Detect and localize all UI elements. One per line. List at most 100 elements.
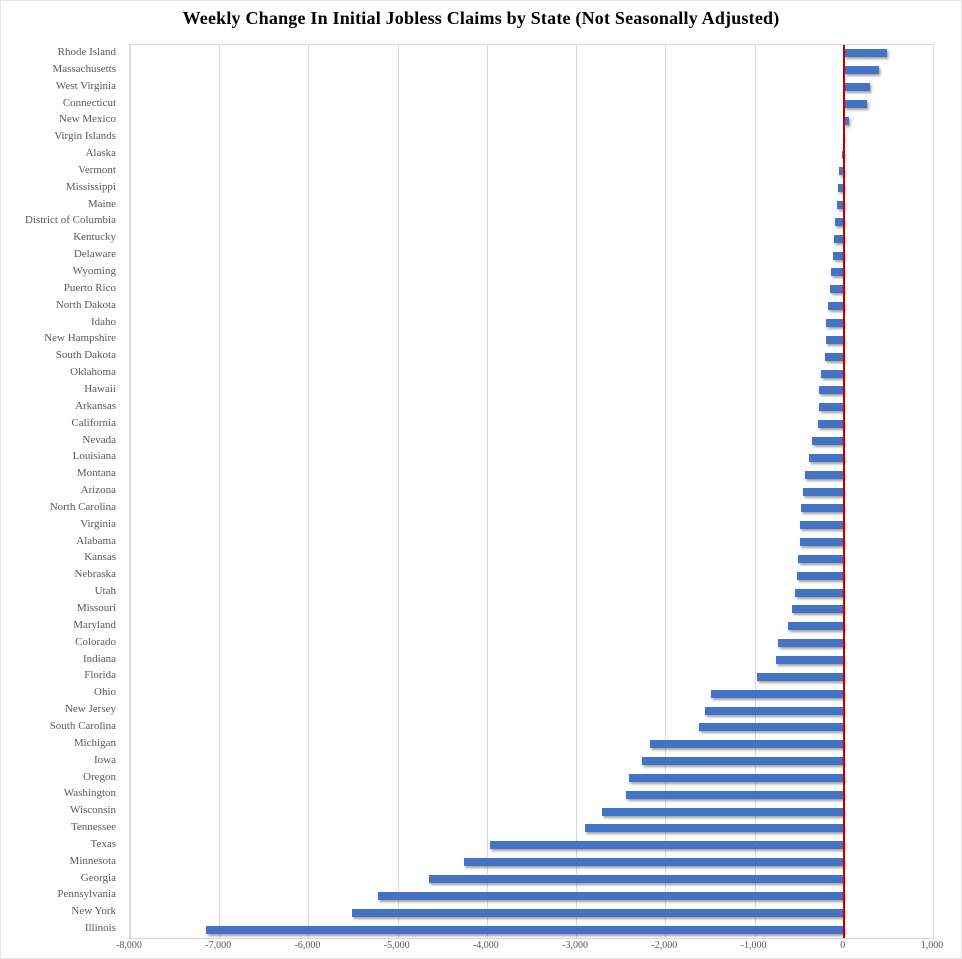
bar-maryland: [788, 622, 844, 631]
bar-georgia: [429, 875, 844, 884]
category-label: Virginia: [80, 517, 116, 530]
category-label: Tennessee: [70, 821, 116, 834]
bar-oregon: [628, 773, 844, 782]
bar-nevada: [811, 436, 844, 445]
bar-pennsylvania: [378, 891, 844, 900]
x-tick-label: 1,000: [920, 940, 944, 951]
bar-utah: [794, 588, 844, 597]
gridline: [665, 45, 667, 938]
bar-kentucky: [833, 234, 844, 243]
category-label: Indiana: [83, 652, 116, 665]
bar-washington: [626, 790, 844, 799]
bar-florida: [757, 672, 844, 681]
x-tick-label: 0: [840, 940, 846, 951]
bar-colorado: [778, 639, 844, 648]
bar-tennessee: [585, 824, 844, 833]
bar-alabama: [799, 538, 844, 547]
category-label: Nebraska: [74, 568, 116, 581]
bar-minnesota: [464, 858, 844, 867]
category-label: Arizona: [80, 484, 116, 497]
category-label: Maine: [87, 197, 116, 210]
bar-west-virginia: [843, 83, 871, 92]
bar-kansas: [798, 554, 844, 563]
bar-south-dakota: [825, 352, 844, 361]
bar-alaska: [842, 150, 844, 159]
bar-maine: [836, 201, 844, 210]
gridline: [219, 45, 221, 938]
category-label: California: [71, 416, 116, 429]
bar-nebraska: [797, 571, 844, 580]
bar-virginia: [800, 521, 844, 530]
category-label: Missouri: [76, 602, 116, 615]
gridline: [576, 45, 578, 938]
category-label: Massachusetts: [52, 62, 116, 75]
category-label: Rhode Island: [57, 46, 116, 58]
bar-new-mexico: [843, 116, 850, 125]
x-tick-label: -5,000: [383, 940, 410, 951]
category-label: Oregon: [83, 770, 116, 783]
bar-california: [818, 420, 844, 429]
x-tick-label: -3,000: [562, 940, 589, 951]
category-label: Georgia: [80, 871, 116, 884]
category-label: North Carolina: [49, 500, 116, 513]
category-label: Michigan: [73, 736, 116, 749]
gridline: [397, 45, 399, 938]
bar-missouri: [791, 605, 844, 614]
category-label: Alaska: [85, 147, 116, 160]
category-label: North Dakota: [55, 298, 116, 311]
category-label: Hawaii: [84, 382, 116, 395]
bar-north-dakota: [827, 302, 844, 311]
category-label: Florida: [84, 669, 116, 682]
bar-new-jersey: [704, 706, 844, 715]
x-tick-label: -7,000: [205, 940, 232, 951]
zero-line: [843, 45, 845, 938]
category-label: Nevada: [82, 433, 116, 446]
category-label: South Dakota: [55, 349, 116, 362]
category-label: Maryland: [73, 618, 116, 631]
plot-area: [129, 44, 934, 939]
bar-massachusetts: [843, 66, 879, 75]
bar-new-hampshire: [825, 335, 844, 344]
category-label: Puerto Rico: [63, 281, 116, 294]
bar-arkansas: [818, 403, 844, 412]
bar-indiana: [776, 655, 844, 664]
bar-idaho: [826, 319, 844, 327]
gridline: [754, 45, 756, 938]
x-tick-label: -4,000: [472, 940, 499, 951]
category-label: Iowa: [94, 753, 116, 766]
category-label: Wyoming: [72, 265, 116, 278]
category-label: Washington: [63, 787, 116, 800]
category-label: Kentucky: [73, 231, 116, 244]
bar-north-carolina: [801, 504, 844, 513]
x-tick-label: -1,000: [740, 940, 767, 951]
bar-illinois: [205, 925, 844, 934]
bar-texas: [490, 841, 844, 850]
category-label: Minnesota: [69, 854, 116, 867]
category-label: Idaho: [90, 315, 116, 328]
category-label: Arkansas: [75, 399, 116, 412]
bar-arizona: [803, 487, 844, 496]
category-label: Virgin Islands: [54, 130, 116, 143]
category-label: Connecticut: [62, 96, 116, 109]
bar-connecticut: [843, 99, 867, 108]
category-label: Montana: [76, 467, 116, 480]
bar-vermont: [838, 167, 844, 176]
bar-oklahoma: [820, 369, 844, 378]
x-tick-label: -8,000: [116, 940, 142, 951]
bar-iowa: [641, 757, 844, 766]
bar-hawaii: [819, 386, 844, 395]
category-label: New Hampshire: [44, 332, 116, 345]
bar-louisiana: [808, 453, 844, 462]
category-label: Alabama: [76, 534, 116, 547]
gridline: [308, 45, 310, 938]
category-label: South Carolina: [49, 719, 116, 732]
bar-wyoming: [830, 268, 844, 277]
bar-district-of-columbia: [834, 217, 844, 226]
category-label: Mississippi: [65, 180, 116, 193]
bar-delaware: [832, 251, 844, 260]
category-label: Delaware: [73, 248, 116, 261]
bar-michigan: [650, 740, 844, 749]
category-label: Texas: [90, 837, 117, 850]
category-label: Vermont: [78, 163, 116, 176]
